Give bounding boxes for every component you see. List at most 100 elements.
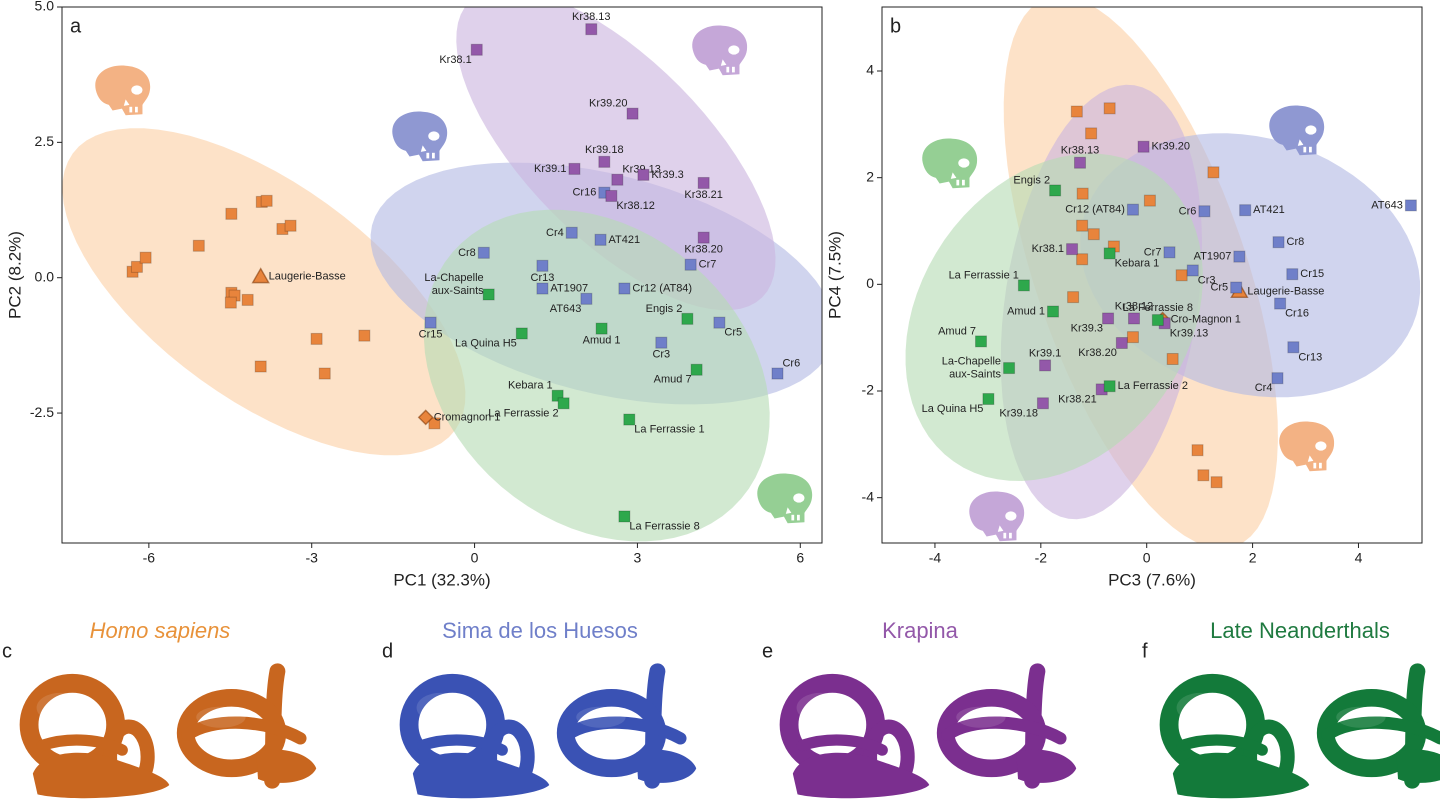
point — [241, 293, 254, 306]
point — [1103, 380, 1116, 393]
y-tick-label: 2.5 — [35, 133, 55, 149]
point-label: Engis 2 — [646, 303, 683, 315]
point-label: Kebara 1 — [508, 380, 553, 392]
point — [1151, 314, 1164, 327]
point — [594, 233, 607, 246]
point — [515, 327, 528, 340]
inner-ear-model — [1326, 671, 1440, 783]
point-label: Kr38.1 — [1032, 243, 1064, 255]
point-label: Cr13 — [531, 272, 555, 284]
point-label: Kr39.13 — [1170, 327, 1209, 339]
point — [1404, 199, 1417, 212]
point — [771, 367, 784, 380]
point — [1067, 291, 1080, 304]
point — [1085, 127, 1098, 140]
point-label: Amud 1 — [1007, 305, 1045, 317]
point — [975, 335, 987, 348]
point — [1166, 353, 1179, 365]
point — [318, 367, 331, 380]
point — [1233, 250, 1246, 263]
point — [1076, 219, 1089, 232]
panel-letter: f — [1142, 640, 1148, 662]
point — [1163, 246, 1176, 259]
skull-icon — [922, 138, 978, 189]
point — [595, 322, 608, 335]
point-label: Kr39.20 — [589, 98, 628, 110]
point — [1286, 268, 1299, 281]
point-label: Kebara 1 — [1115, 257, 1160, 269]
point — [697, 176, 710, 189]
point — [681, 312, 694, 325]
point — [611, 173, 624, 186]
skull-icon — [692, 25, 748, 76]
point — [251, 267, 270, 284]
point-label: Kr38.13 — [1061, 145, 1100, 157]
x-tick-label: 6 — [796, 550, 804, 566]
point — [713, 316, 726, 329]
point-label: Amud 1 — [583, 335, 621, 347]
point-label: La Ferrassie 2 — [1118, 380, 1188, 392]
point-label: Kr38.20 — [1078, 347, 1117, 359]
point-label: La Ferrassie 8 — [1123, 302, 1193, 314]
skull-icon — [757, 473, 813, 524]
point-label: Cr8 — [1287, 236, 1305, 248]
scatter-panel: -6 -3 0 3 6 5.0 2.5 0.0 -2.5 PC1 (32.3%) PC2 (8.2%… — [5, 0, 823, 589]
point — [1186, 264, 1199, 277]
y-tick-label: -4 — [862, 488, 875, 504]
point-label: AT1907 — [1194, 251, 1232, 263]
point — [1036, 397, 1049, 410]
point-label: AT643 — [1371, 199, 1403, 211]
point — [428, 417, 441, 430]
point — [1115, 337, 1128, 349]
point-label: Cr15 — [419, 329, 443, 341]
point — [618, 510, 631, 523]
y-tick-label: -2 — [862, 382, 875, 398]
point-label: Cr12 (AT84) — [1065, 204, 1125, 216]
point-label: Kr38.21 — [684, 189, 723, 201]
point — [1271, 372, 1284, 385]
point-label: La Ferrassie 1 — [949, 269, 1019, 281]
point — [1274, 297, 1287, 310]
point — [1198, 205, 1211, 218]
skull-icon — [392, 111, 448, 162]
scatter-panel: -4 -2 0 2 4 4 2 0 -2 -4 PC3 (7.6%) PC4 (7.5%) b Lauge… — [825, 6, 1423, 589]
point-label: Cr5 — [724, 327, 742, 339]
point-label: Kr38.13 — [572, 11, 611, 23]
point-label: Laugerie-Basse — [269, 271, 346, 283]
x-tick-label: -6 — [143, 550, 156, 566]
inner-ear-model — [566, 671, 697, 783]
point — [623, 413, 636, 426]
point-label: La Quina H5 — [455, 337, 517, 349]
point — [551, 389, 564, 402]
x-tick-label: 2 — [1249, 550, 1257, 566]
y-tick-label: 0.0 — [35, 268, 55, 284]
panel-letter: e — [762, 640, 773, 662]
point-label: Kr39.1 — [534, 163, 566, 175]
point — [684, 258, 697, 271]
point-label: Cr6 — [782, 357, 800, 369]
point — [254, 360, 267, 373]
x-tick-label: 0 — [1143, 550, 1151, 566]
point-label: Cr6 — [1179, 205, 1197, 217]
point-label: Kr38.12 — [616, 200, 655, 212]
point — [260, 194, 273, 207]
point — [1070, 105, 1083, 118]
point — [192, 239, 205, 252]
plots: -6 -3 0 3 6 5.0 2.5 0.0 -2.5 PC1 (32.3%) PC2 (8.2%… — [5, 0, 1423, 589]
point — [225, 207, 238, 220]
point — [310, 332, 323, 345]
point — [1076, 253, 1089, 266]
point — [1066, 243, 1079, 256]
point — [1128, 312, 1140, 325]
point-label: La Quina H5 — [922, 403, 984, 415]
skull-icon — [95, 65, 151, 116]
point-label: Amud 7 — [654, 374, 692, 386]
point-label: Cr5 — [1210, 281, 1228, 293]
panel-title: Sima de los Huesos — [442, 618, 638, 643]
point-label: Cr4 — [1255, 382, 1273, 394]
point — [598, 155, 611, 168]
point-label: Cr16 — [1285, 307, 1309, 319]
point-label: La Ferrassie 1 — [634, 423, 704, 435]
confidence-ellipse — [905, 153, 1203, 481]
point — [585, 23, 598, 36]
